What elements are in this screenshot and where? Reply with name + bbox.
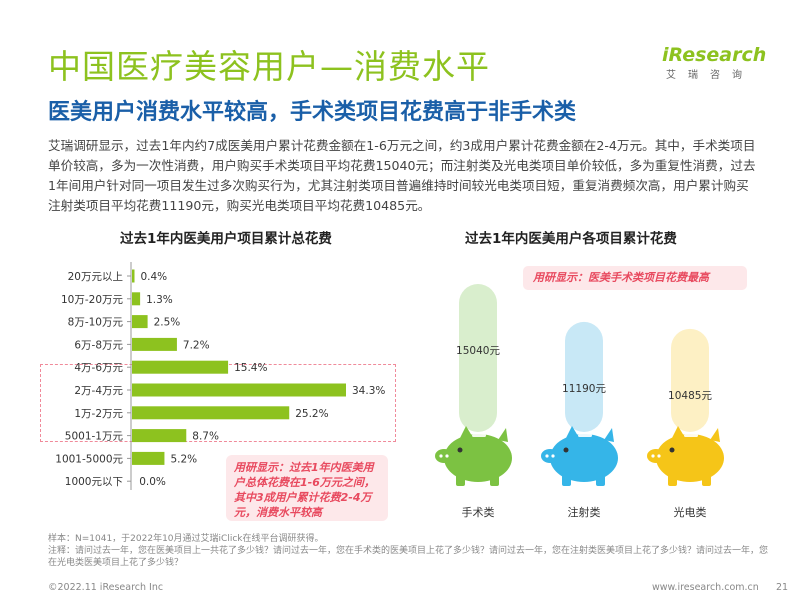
- value-label: 2.5%: [154, 317, 181, 329]
- left-chart-title: 过去1年内医美用户项目累计总花费: [120, 231, 332, 247]
- logo-sub: 艾瑞咨询: [666, 70, 754, 81]
- category-label: 8万-10万元: [68, 317, 124, 329]
- category-label: 10万-20万元: [61, 294, 124, 306]
- column-value-label: 15040元: [456, 345, 500, 357]
- column-bar: [565, 321, 603, 432]
- page-title: 中国医疗美容用户—消费水平: [48, 47, 490, 86]
- logo-word: iResearch: [662, 44, 767, 66]
- category-label: 注射类: [568, 505, 601, 519]
- footnote: 样本：N=1041，于2022年10月通过艾瑞iClick在线平台调研获得。 注…: [48, 534, 769, 568]
- piggy-bank-icon: [435, 426, 512, 486]
- iresearch-logo: iResearch 艾瑞咨询: [662, 44, 767, 81]
- category-label: 20万元以上: [68, 271, 123, 283]
- value-label: 25.2%: [295, 408, 328, 420]
- bar: [132, 337, 177, 351]
- category-label: 5001-1万元: [65, 431, 124, 443]
- column-bar: [459, 284, 497, 432]
- bar: [132, 429, 187, 443]
- right-callout: 用研显示：医美手术类项目花费最高: [523, 266, 747, 290]
- value-label: 0.4%: [140, 271, 167, 283]
- website: www.iresearch.com.cn: [652, 582, 759, 593]
- category-label: 1001-5000元: [55, 453, 123, 465]
- category-label: 2万-4万元: [74, 385, 123, 397]
- left-callout: 用研显示：过去1年内医美用户总体花费在1-6万元之间，其中3成用户累计花费2-4…: [226, 455, 388, 521]
- bar: [132, 451, 165, 465]
- column-value-label: 10485元: [668, 390, 712, 402]
- value-label: 0.0%: [139, 476, 166, 488]
- value-label: 8.7%: [192, 431, 219, 443]
- bar: [132, 360, 229, 374]
- category-label: 1000元以下: [65, 476, 123, 488]
- bar: [132, 292, 141, 306]
- bar: [132, 269, 135, 283]
- value-label: 5.2%: [170, 453, 197, 465]
- value-label: 1.3%: [146, 294, 173, 306]
- description-text: 艾瑞调研显示，过去1年内约7成医美用户累计花费金额在1-6万元之间，约3成用户累…: [48, 138, 756, 213]
- column-value-label: 11190元: [562, 383, 606, 395]
- value-label: 7.2%: [183, 339, 210, 351]
- category-label: 光电类: [674, 505, 707, 519]
- right-chart-title: 过去1年内医美用户各项目累计花费: [465, 231, 677, 247]
- value-label: 34.3%: [352, 385, 385, 397]
- value-label: 15.4%: [234, 362, 267, 374]
- piggy-bank-icon: [647, 426, 724, 486]
- category-label: 1万-2万元: [74, 408, 123, 420]
- bar: [132, 315, 148, 329]
- bar: [132, 406, 290, 420]
- copyright: ©2022.11 iResearch Inc: [48, 582, 164, 593]
- piggy-bank-icon: [541, 426, 618, 486]
- category-label: 4万-6万元: [74, 362, 123, 374]
- category-label: 6万-8万元: [74, 339, 123, 351]
- category-label: 手术类: [462, 505, 495, 519]
- page-subtitle: 医美用户消费水平较高，手术类项目花费高于非手术类: [48, 100, 577, 125]
- bar: [132, 383, 346, 397]
- page-number: 21: [776, 582, 789, 593]
- column-bar: [671, 328, 709, 432]
